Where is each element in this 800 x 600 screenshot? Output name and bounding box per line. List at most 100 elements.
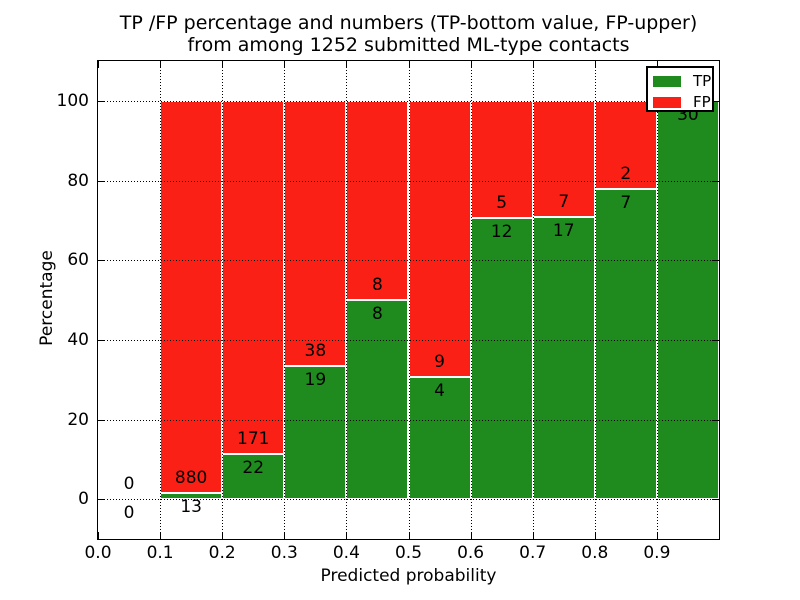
tp-bar-segment [594, 189, 657, 500]
fp-count-label: 2 [620, 164, 632, 185]
tp-count-label: 19 [304, 370, 327, 391]
fp-count-label: 171 [237, 428, 270, 449]
x-tick-label: 0.3 [270, 543, 298, 563]
legend: TP FP [646, 66, 714, 112]
x-tick-label: 0.2 [208, 543, 236, 563]
x-tick-label: 0.0 [84, 543, 112, 563]
tp-bar-segment [408, 376, 471, 500]
x-tick-mark-bottom [470, 532, 472, 539]
fp-bar-segment [594, 100, 657, 190]
x-tick-mark-bottom [346, 532, 348, 539]
fp-count-label: 7 [558, 192, 570, 212]
chart-title: TP /FP percentage and numbers (TP-bottom… [98, 12, 719, 56]
x-tick-mark-bottom [284, 532, 286, 539]
legend-item-tp: TP [653, 73, 712, 90]
x-tick-mark-top [160, 61, 162, 68]
x-gridline [656, 61, 658, 539]
fp-legend-label: FP [693, 93, 711, 111]
x-tick-mark-top [346, 61, 348, 68]
tp-count-label: 7 [620, 193, 632, 214]
fp-count-label: 5 [496, 192, 508, 213]
fp-count-label: 38 [304, 341, 327, 362]
tp-count-label: 4 [434, 380, 445, 401]
x-tick-mark-top [222, 61, 224, 68]
y-tick-mark-right [712, 180, 719, 182]
legend-item-fp: FP [653, 94, 712, 111]
chart-title-line2: from among 1252 submitted ML-type contac… [187, 34, 630, 56]
fp-count-label: 9 [434, 351, 445, 372]
chart-title-line1: TP /FP percentage and numbers (TP-bottom… [119, 12, 698, 34]
y-tick-mark-right [712, 499, 719, 501]
y-gridline [98, 339, 719, 341]
x-tick-mark-bottom [222, 532, 224, 539]
y-tick-mark-right [712, 260, 719, 262]
tp-count-label: 13 [180, 497, 202, 518]
x-gridline [346, 61, 348, 539]
tp-bar-segment [532, 217, 595, 500]
fp-bar-segment [408, 100, 471, 377]
tp-count-label: 12 [490, 221, 513, 242]
fp-count-label: 880 [174, 468, 208, 489]
y-gridline [98, 260, 719, 262]
y-tick-mark-left [98, 180, 105, 182]
tp-count-label: 17 [552, 221, 575, 241]
fp-count-label: 8 [372, 275, 383, 295]
y-tick-mark-left [98, 100, 105, 102]
x-tick-label: 0.7 [519, 543, 547, 563]
tp-bar-segment [222, 453, 285, 500]
x-tick-label: 0.4 [332, 543, 360, 563]
plot-area: 0.0 0.1 0.2 0.3 0.4 0.5 0.6 0.7 0.8 0.9 0 20 40 60 80 1… [57, 60, 720, 562]
x-tick-mark-bottom [98, 532, 99, 539]
y-tick-mark-right [712, 100, 719, 102]
x-gridline [470, 61, 472, 539]
tp-bar-segment [470, 217, 533, 500]
x-tick-label: 0.6 [457, 543, 485, 563]
x-tick-label: 0.5 [394, 543, 423, 563]
fp-bar-segment [160, 100, 223, 494]
y-gridline [98, 419, 719, 421]
y-tick-mark-left [98, 419, 105, 421]
x-tick-mark-bottom [408, 532, 410, 539]
x-tick-mark-top [532, 61, 534, 68]
y-tick-mark-left [98, 499, 105, 501]
fp-bar-segment [346, 100, 409, 300]
x-tick-mark-top [284, 61, 286, 68]
x-gridline [594, 61, 596, 539]
x-tick-mark-top [656, 61, 658, 68]
x-axis-label: Predicted probability [320, 566, 497, 586]
tp-bar-segment [346, 300, 409, 500]
x-tick-mark-top [470, 61, 472, 68]
tp-count-label: 22 [242, 457, 265, 478]
fp-bar-segment [284, 100, 347, 367]
tp-bar-segment [656, 100, 719, 500]
x-gridline [222, 61, 224, 539]
fp-legend-swatch [653, 97, 681, 108]
x-tick-label: 0.8 [581, 543, 609, 563]
fp-bar-segment [222, 100, 285, 454]
tp-legend-label: TP [693, 72, 712, 90]
fp-bar-segment [532, 100, 595, 217]
x-gridline [284, 61, 286, 539]
x-tick-mark-bottom [594, 532, 596, 539]
y-tick-label: 80 [67, 170, 89, 191]
x-tick-mark-bottom [532, 532, 534, 539]
y-tick-mark-right [712, 339, 719, 341]
y-gridline [98, 100, 719, 102]
y-tick-label: 0 [78, 489, 89, 510]
y-tick-label: 60 [67, 250, 89, 271]
x-tick-mark-bottom [160, 532, 162, 539]
y-gridline [98, 499, 719, 501]
x-tick-mark-bottom [656, 532, 658, 539]
y-tick-label: 40 [67, 329, 89, 350]
tp-count-label: 8 [372, 304, 383, 324]
x-tick-mark-top [98, 61, 99, 68]
x-gridline [160, 61, 162, 539]
fp-count-label: 0 [123, 474, 135, 495]
x-gridline [532, 61, 534, 539]
x-tick-label: 0.9 [643, 543, 671, 563]
y-tick-label: 20 [67, 409, 89, 430]
x-gridline [408, 61, 410, 539]
x-tick-mark-top [408, 61, 410, 68]
x-tick-label: 0.1 [146, 543, 174, 563]
